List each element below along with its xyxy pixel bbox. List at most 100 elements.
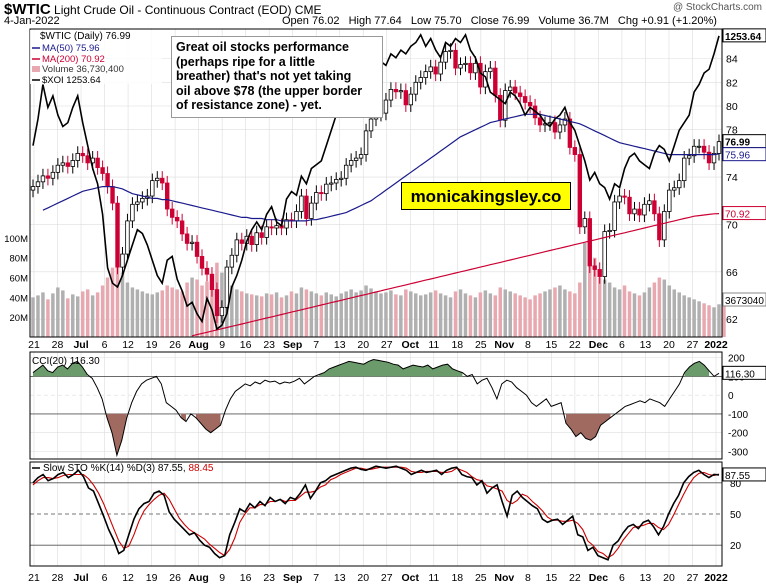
volume-bar — [657, 277, 662, 337]
volume-bar — [319, 295, 324, 337]
volume-bar — [533, 295, 537, 337]
volume-bar — [61, 290, 65, 337]
candle-body — [160, 177, 165, 184]
x-tick-label: 27 — [381, 339, 393, 351]
x-tick-label: 9 — [219, 339, 225, 351]
candle-body — [140, 197, 145, 203]
candle-body — [358, 154, 364, 159]
right-value-box — [722, 206, 766, 221]
volume-bar — [428, 292, 433, 337]
volume-bar — [612, 287, 617, 337]
candle-body — [130, 203, 135, 222]
volume-bar — [344, 291, 348, 337]
volume-bar — [632, 293, 637, 337]
candle-body — [503, 90, 508, 121]
volume-bar — [120, 272, 125, 337]
candle-body — [567, 118, 573, 148]
volume-bar — [80, 291, 85, 337]
volume-bar — [279, 297, 284, 337]
volume-bar — [414, 293, 418, 337]
x-tick-label: Dec — [589, 339, 608, 351]
price-tick-label: 78 — [726, 125, 738, 137]
sto-legend: Slow STO %K(14) %D(3) 87.55, 88.45 — [32, 463, 214, 474]
volume-bar — [588, 252, 592, 337]
candle-body — [100, 167, 105, 174]
candle-body — [174, 216, 180, 222]
volume-bar — [71, 294, 75, 337]
volume-bar — [299, 287, 304, 337]
volume-bar — [160, 290, 164, 337]
volume-bar — [468, 295, 473, 337]
candle-body — [602, 231, 607, 277]
volume-bar — [230, 285, 234, 337]
price-tick-label: 80 — [726, 101, 738, 113]
ma200-line — [191, 213, 720, 337]
volume-bar — [66, 298, 70, 337]
volume-bar — [602, 279, 607, 337]
volume-bar — [642, 292, 647, 337]
candle-body — [582, 218, 587, 228]
x-tick-label: Jul — [73, 339, 88, 351]
candle-body — [448, 49, 453, 52]
volume-bar — [339, 293, 343, 337]
volume-tick-label: 80M — [10, 254, 29, 265]
candle-body — [622, 195, 627, 198]
x-tick-label: Sep — [283, 339, 302, 351]
candle-body — [517, 92, 523, 97]
volume-bar — [85, 289, 90, 337]
legend-volume: Volume 36,730,400 — [42, 64, 124, 75]
volume-bar — [543, 291, 547, 337]
volume-bar — [324, 292, 329, 337]
x-tick-label: 6 — [619, 572, 625, 584]
candle-body — [110, 186, 115, 204]
volume-bar — [105, 277, 110, 337]
volume-bar — [578, 282, 582, 337]
candle-body — [35, 181, 41, 187]
candle-body — [587, 218, 592, 267]
volume-bar — [692, 299, 696, 337]
candle-body — [284, 219, 289, 229]
x-tick-label: 12 — [122, 339, 134, 351]
volume-bar — [135, 289, 140, 337]
volume-bar — [409, 291, 413, 337]
cci-tick-label: -100 — [728, 410, 748, 421]
price-tick-label: 70 — [726, 219, 738, 231]
volume-bar — [205, 281, 209, 337]
candle-body — [209, 273, 215, 291]
right-value-box — [722, 147, 766, 162]
candle-body — [393, 89, 399, 93]
x-tick-label: 12 — [122, 572, 134, 584]
candle-body — [701, 145, 707, 153]
candle-body — [155, 177, 160, 182]
volume-bar — [518, 295, 522, 337]
x-tick-label: Sep — [283, 572, 302, 584]
volume-bar — [115, 242, 120, 337]
price-tick-label: 84 — [726, 54, 738, 66]
candle-body — [512, 86, 518, 94]
cci-tick-label: -300 — [728, 447, 748, 458]
volume-bar — [125, 282, 130, 337]
x-tick-label: 15 — [546, 339, 558, 351]
candle-body — [229, 254, 235, 268]
volume-bar — [553, 287, 557, 337]
volume-bar — [563, 289, 567, 337]
cci-legend: CCI(20) 116.30 — [32, 356, 100, 367]
volume-bar — [314, 293, 319, 337]
candle-body — [388, 89, 394, 101]
volume-bar — [712, 307, 716, 337]
candle-body — [204, 267, 210, 275]
volume-bar — [637, 295, 642, 337]
cci-value-label: 116.30 — [725, 369, 755, 380]
x-tick-label: 13 — [334, 572, 346, 584]
sto-panel — [32, 465, 720, 561]
volume-bar — [513, 293, 517, 337]
x-tick-label: 11 — [428, 572, 439, 584]
brand-label: monicakingsley.co — [401, 182, 571, 210]
legend-ma200: MA(200) 70.92 — [42, 54, 105, 65]
candle-body — [642, 203, 647, 216]
volume-bar — [592, 257, 597, 337]
legend-xoi: $XOI 1253.64 — [42, 75, 101, 86]
x-tick-label: Jul — [73, 572, 88, 584]
volume-bar — [210, 277, 214, 337]
candle-body — [368, 118, 374, 132]
